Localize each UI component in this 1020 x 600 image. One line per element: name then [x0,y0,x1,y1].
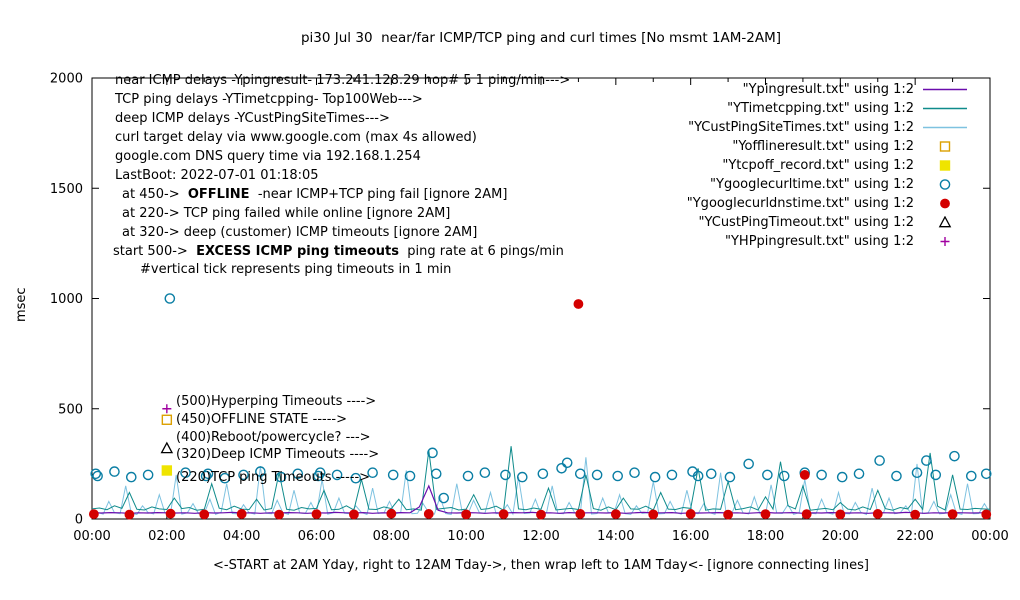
legend-label: "YCustPingTimeout.txt" using 1:2 [698,215,914,230]
legend: "Ypingresult.txt" using 1:2 "YTimetcpping… [687,80,968,251]
annotation-line: at 450-> OFFLINE -near ICMP+TCP ping fai… [122,187,508,202]
legend-label: "Ygooglecurldnstime.txt" using 1:2 [686,196,914,211]
legend-key-plus [940,237,950,246]
annotation-line: #vertical tick represents ping timeouts … [140,262,452,277]
x-tick-label: 16:00 [672,529,709,544]
legend-item-YHPpingresult: "YHPpingresult.txt" using 1:2 [687,232,968,251]
series-points-Yofflineresult [161,414,173,425]
series-points-YHPpingresult [162,404,172,414]
legend-key-circle-open [939,179,951,190]
annotation-line: near ICMP delays -Ypingresult- 173.241.1… [115,73,571,88]
x-tick-label: 12:00 [522,529,559,544]
legend-item-YTimetcpping: "YTimetcpping.txt" using 1:2 [687,99,968,118]
x-tick-label: 02:00 [148,529,185,544]
legend-item-Ypingresult: "Ypingresult.txt" using 1:2 [687,80,968,99]
series-points-Ygooglecurltime [90,293,992,504]
legend-key-triangle-open [938,216,952,228]
marker-level-note: (220)TCP ping Timeouts -----> [176,470,371,485]
series-points-YCustPingTimeout [160,441,174,454]
y-tick-label: 1000 [50,292,83,307]
x-tick-label: 06:00 [298,529,335,544]
annotation-line: google.com DNS query time via 192.168.1.… [115,149,421,164]
x-tick-label: 10:00 [447,529,484,544]
marker-level-note: (500)Hyperping Timeouts ----> [176,394,377,409]
legend-item-Ygooglecurldnstime: "Ygooglecurldnstime.txt" using 1:2 [687,194,968,213]
legend-label: "Ygooglecurltime.txt" using 1:2 [710,177,914,192]
annotation-line: start 500-> EXCESS ICMP ping timeouts pi… [113,244,564,259]
y-tick-label: 500 [58,402,83,417]
y-tick-label: 0 [75,513,83,528]
legend-label: "Ypingresult.txt" using 1:2 [742,82,914,97]
legend-key-line [923,107,967,110]
legend-label: "YCustPingSiteTimes.txt" using 1:2 [688,120,914,135]
legend-key-line [923,126,967,129]
x-tick-label: 20:00 [822,529,859,544]
x-tick-label: 00:00 [73,529,110,544]
annotation-line: at 320-> deep (customer) ICMP timeouts [… [122,225,478,240]
legend-key-square-filled [939,160,951,171]
x-tick-label: 00:00 [971,529,1008,544]
y-tick-label: 2000 [50,72,83,87]
annotation-line: at 220-> TCP ping failed while online [i… [122,206,451,221]
legend-item-Yofflineresult: "Yofflineresult.txt" using 1:2 [687,137,968,156]
x-tick-label: 08:00 [373,529,410,544]
legend-key-line [923,88,967,91]
x-tick-label: 18:00 [747,529,784,544]
legend-key-circle-filled [940,198,950,209]
legend-key-square-open [939,141,951,152]
x-tick-label: 04:00 [223,529,260,544]
annotation-line: curl target delay via www.google.com (ma… [115,130,477,145]
legend-label: "YTimetcpping.txt" using 1:2 [727,101,914,116]
annotation-line: deep ICMP delays -YCustPingSiteTimes---> [115,111,390,126]
chart-title: pi30 Jul 30 near/far ICMP/TCP ping and c… [300,30,782,46]
marker-level-note: (400)Reboot/powercycle? ---> [176,430,371,445]
series-points-Ytcpoff_record [161,465,173,476]
legend-item-Ygooglecurltime: "Ygooglecurltime.txt" using 1:2 [687,175,968,194]
legend-label: "Yofflineresult.txt" using 1:2 [732,139,914,154]
marker-level-note: (450)OFFLINE STATE -----> [176,412,347,427]
y-tick-label: 1500 [50,182,83,197]
annotation-line: LastBoot: 2022-07-01 01:18:05 [115,168,319,183]
legend-item-Ytcpoff_record: "Ytcpoff_record.txt" using 1:2 [687,156,968,175]
legend-label: "Ytcpoff_record.txt" using 1:2 [722,158,914,173]
series-points-Ygooglecurldnstime [88,299,992,520]
marker-level-note: (320)Deep ICMP Timeouts ----> [176,447,380,462]
x-tick-label: 14:00 [597,529,634,544]
legend-label: "YHPpingresult.txt" using 1:2 [725,234,914,249]
annotation-line: TCP ping delays -YTimetcpping- Top100Web… [115,92,423,107]
x-axis-label: <-START at 2AM Yday, right to 12AM Tday-… [213,558,869,573]
legend-item-YCustPingSiteTimes: "YCustPingSiteTimes.txt" using 1:2 [687,118,968,137]
x-tick-label: 22:00 [896,529,933,544]
legend-item-YCustPingTimeout: "YCustPingTimeout.txt" using 1:2 [687,213,968,232]
